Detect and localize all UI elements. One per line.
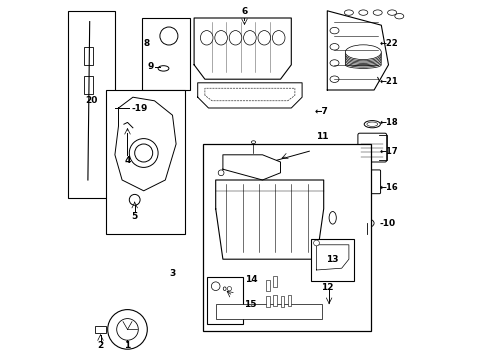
Text: ←21: ←21 bbox=[379, 77, 397, 86]
Ellipse shape bbox=[345, 54, 381, 65]
Ellipse shape bbox=[243, 31, 256, 45]
Bar bbox=[203, 144, 370, 331]
Circle shape bbox=[129, 194, 140, 205]
Ellipse shape bbox=[158, 66, 168, 71]
Text: -19: -19 bbox=[131, 104, 147, 113]
Text: 1: 1 bbox=[124, 341, 130, 350]
Bar bbox=[106, 90, 185, 234]
Polygon shape bbox=[197, 83, 302, 108]
Bar bbox=[265, 296, 269, 307]
FancyBboxPatch shape bbox=[363, 170, 380, 194]
Ellipse shape bbox=[345, 52, 381, 63]
Ellipse shape bbox=[229, 31, 241, 45]
Polygon shape bbox=[316, 245, 348, 270]
Bar bbox=[273, 295, 276, 306]
Ellipse shape bbox=[359, 219, 373, 228]
Ellipse shape bbox=[372, 10, 382, 15]
Text: 15: 15 bbox=[244, 300, 256, 309]
Bar bbox=[84, 76, 93, 94]
Circle shape bbox=[211, 282, 220, 291]
Ellipse shape bbox=[223, 287, 225, 291]
Bar bbox=[265, 280, 269, 291]
Text: 4: 4 bbox=[124, 156, 130, 165]
Ellipse shape bbox=[345, 59, 381, 67]
Ellipse shape bbox=[387, 10, 396, 15]
Text: ←22: ←22 bbox=[379, 39, 397, 48]
Circle shape bbox=[160, 27, 178, 45]
Ellipse shape bbox=[344, 10, 353, 15]
Bar bbox=[68, 11, 115, 198]
Circle shape bbox=[218, 170, 224, 176]
Circle shape bbox=[129, 139, 158, 167]
Ellipse shape bbox=[329, 76, 338, 82]
Ellipse shape bbox=[345, 57, 381, 66]
Bar bbox=[95, 326, 106, 333]
Ellipse shape bbox=[345, 50, 381, 62]
Text: 13: 13 bbox=[326, 255, 338, 264]
Text: 8: 8 bbox=[143, 39, 149, 48]
Text: ←18: ←18 bbox=[379, 118, 397, 127]
Circle shape bbox=[313, 240, 319, 246]
Text: ←7: ←7 bbox=[314, 107, 328, 116]
Text: 14: 14 bbox=[245, 275, 258, 284]
Circle shape bbox=[227, 287, 231, 291]
Bar bbox=[215, 304, 321, 319]
Ellipse shape bbox=[345, 61, 381, 68]
Text: 11: 11 bbox=[315, 132, 327, 141]
Ellipse shape bbox=[200, 31, 213, 45]
Polygon shape bbox=[223, 155, 280, 180]
FancyBboxPatch shape bbox=[357, 133, 386, 162]
Polygon shape bbox=[194, 18, 291, 79]
Ellipse shape bbox=[364, 121, 380, 128]
Circle shape bbox=[134, 144, 152, 162]
Ellipse shape bbox=[329, 27, 338, 34]
Text: -10: -10 bbox=[379, 219, 395, 228]
Ellipse shape bbox=[251, 141, 255, 144]
Bar bbox=[84, 47, 93, 65]
Text: ←17: ←17 bbox=[379, 147, 397, 156]
Bar bbox=[273, 276, 276, 287]
Text: 20: 20 bbox=[85, 96, 97, 105]
Ellipse shape bbox=[214, 31, 227, 45]
Bar bbox=[206, 277, 242, 324]
Text: 5: 5 bbox=[131, 212, 138, 220]
Text: 3: 3 bbox=[169, 269, 175, 278]
Bar bbox=[287, 295, 291, 306]
Ellipse shape bbox=[345, 45, 381, 60]
Bar bbox=[142, 18, 190, 90]
Circle shape bbox=[117, 319, 138, 340]
Bar bbox=[280, 296, 284, 307]
Text: 2: 2 bbox=[97, 341, 103, 350]
Ellipse shape bbox=[366, 122, 377, 126]
Ellipse shape bbox=[258, 31, 270, 45]
Text: ←16: ←16 bbox=[379, 183, 397, 192]
Text: 9: 9 bbox=[147, 62, 154, 71]
Polygon shape bbox=[326, 11, 387, 90]
Ellipse shape bbox=[394, 14, 403, 19]
Circle shape bbox=[107, 310, 147, 349]
Text: 6: 6 bbox=[241, 7, 247, 16]
Text: 12: 12 bbox=[321, 284, 333, 292]
Ellipse shape bbox=[329, 60, 338, 66]
Ellipse shape bbox=[328, 211, 336, 224]
Polygon shape bbox=[215, 180, 323, 259]
Ellipse shape bbox=[272, 31, 285, 45]
Bar bbox=[310, 239, 354, 281]
Ellipse shape bbox=[329, 44, 338, 50]
Ellipse shape bbox=[345, 47, 381, 61]
Ellipse shape bbox=[358, 10, 367, 15]
